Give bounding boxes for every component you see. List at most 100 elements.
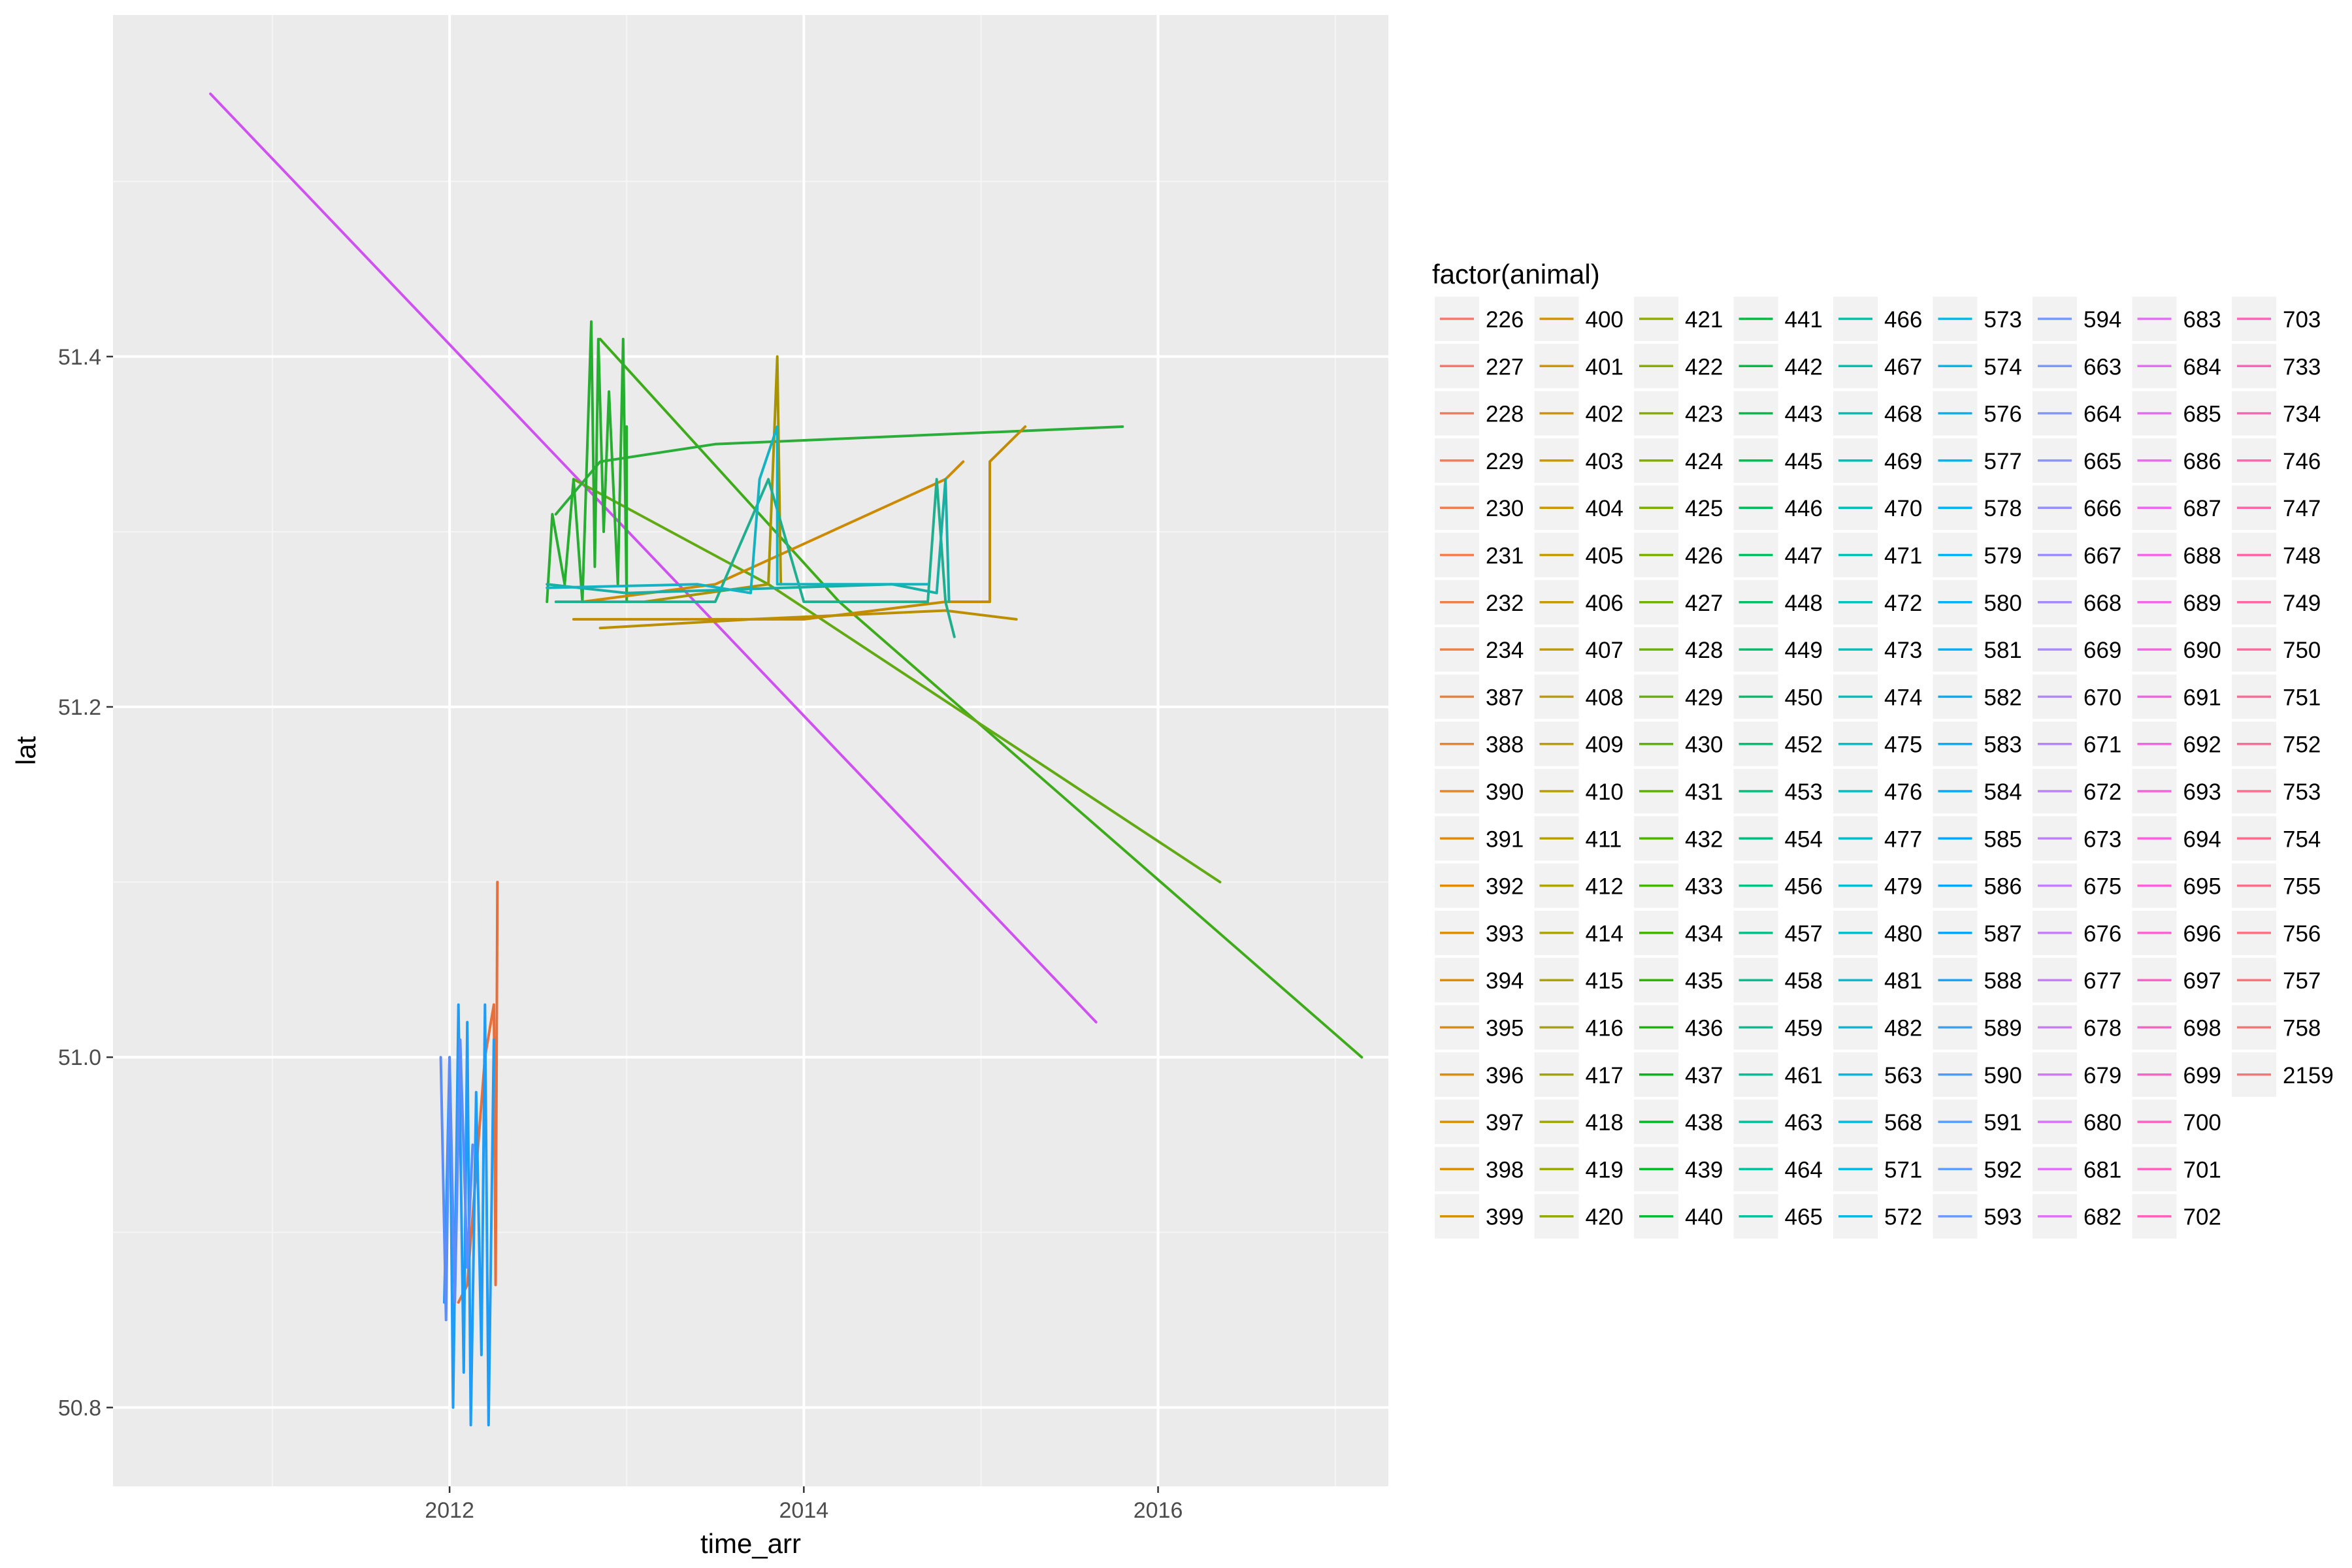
x-tick-label: 2014 <box>779 1498 829 1523</box>
legend-label: 428 <box>1685 638 1723 663</box>
legend-label: 464 <box>1785 1157 1823 1183</box>
legend-label: 696 <box>2183 921 2221 947</box>
legend-label: 447 <box>1785 544 1823 569</box>
legend-label: 229 <box>1486 449 1524 474</box>
x-axis-title: time_arr <box>700 1528 801 1559</box>
legend-label: 407 <box>1586 638 1624 663</box>
legend-label: 395 <box>1486 1016 1524 1041</box>
legend-label: 416 <box>1586 1016 1624 1041</box>
legend-label: 756 <box>2283 921 2321 947</box>
legend-label: 453 <box>1785 779 1823 805</box>
legend-label: 665 <box>2083 449 2121 474</box>
legend-label: 687 <box>2183 496 2221 521</box>
legend-label: 445 <box>1785 449 1823 474</box>
legend-label: 442 <box>1785 354 1823 380</box>
legend-label: 667 <box>2083 544 2121 569</box>
legend-label: 458 <box>1785 968 1823 994</box>
legend-label: 469 <box>1884 449 1922 474</box>
legend-label: 692 <box>2183 732 2221 758</box>
legend-label: 586 <box>1984 874 2022 900</box>
legend-label: 473 <box>1884 638 1922 663</box>
legend-label: 405 <box>1586 544 1624 569</box>
legend-label: 734 <box>2283 402 2321 427</box>
legend-label: 409 <box>1586 732 1624 758</box>
legend-label: 393 <box>1486 921 1524 947</box>
legend-label: 733 <box>2283 354 2321 380</box>
legend-label: 421 <box>1685 307 1723 333</box>
legend-label: 591 <box>1984 1110 2022 1135</box>
legend-label: 747 <box>2283 496 2321 521</box>
legend-label: 475 <box>1884 732 1922 758</box>
legend-label: 753 <box>2283 779 2321 805</box>
legend-label: 574 <box>1984 354 2022 380</box>
legend-label: 703 <box>2283 307 2321 333</box>
y-tick-label: 51.2 <box>58 695 101 720</box>
legend-label: 401 <box>1586 354 1624 380</box>
legend-label: 399 <box>1486 1205 1524 1230</box>
legend-label: 404 <box>1586 496 1624 521</box>
legend-label: 448 <box>1785 591 1823 616</box>
legend-label: 578 <box>1984 496 2022 521</box>
legend: 226 227 228 229 230 231 232 234 387 388 390 391 392 3… <box>1435 297 2334 1239</box>
series-line-411 <box>643 355 783 604</box>
legend-label: 446 <box>1785 496 1823 521</box>
legend-label: 425 <box>1685 496 1723 521</box>
legend-label: 684 <box>2183 354 2221 380</box>
x-tick-label: 2012 <box>425 1498 474 1523</box>
legend-label: 441 <box>1785 307 1823 333</box>
legend-label: 438 <box>1685 1110 1723 1135</box>
legend-label: 454 <box>1785 826 1823 852</box>
legend-label: 698 <box>2183 1016 2221 1041</box>
legend-label: 412 <box>1586 874 1624 900</box>
legend-label: 663 <box>2083 354 2121 380</box>
series-line-409 <box>598 609 1018 630</box>
series-line-481 <box>546 425 930 595</box>
legend-label: 231 <box>1486 544 1524 569</box>
legend-label: 468 <box>1884 402 1922 427</box>
legend-label: 402 <box>1586 402 1624 427</box>
series-line-438 <box>554 425 1124 516</box>
y-tick-label: 51.0 <box>58 1045 101 1070</box>
legend-label: 403 <box>1586 449 1624 474</box>
legend-label: 701 <box>2183 1157 2221 1183</box>
legend-label: 576 <box>1984 402 2022 427</box>
legend-label: 755 <box>2283 874 2321 900</box>
legend-label: 671 <box>2083 732 2121 758</box>
x-axis-ticks: 2012 2014 2016 <box>425 1486 1183 1523</box>
legend-label: 457 <box>1785 921 1823 947</box>
legend-label: 577 <box>1984 449 2022 474</box>
plot-panel <box>113 15 1388 1486</box>
legend-label: 419 <box>1586 1157 1624 1183</box>
grid-major <box>113 15 1388 1486</box>
legend-label: 400 <box>1586 307 1624 333</box>
legend-label: 691 <box>2183 685 2221 710</box>
legend-label: 695 <box>2183 874 2221 900</box>
legend-label: 482 <box>1884 1016 1922 1041</box>
legend-label: 452 <box>1785 732 1823 758</box>
legend-label: 426 <box>1685 544 1723 569</box>
legend-label: 415 <box>1586 968 1624 994</box>
grid-minor <box>113 15 1388 1486</box>
legend-label: 388 <box>1486 732 1524 758</box>
legend-label: 582 <box>1984 685 2022 710</box>
legend-label: 398 <box>1486 1157 1524 1183</box>
legend-label: 746 <box>2283 449 2321 474</box>
legend-label: 437 <box>1685 1063 1723 1088</box>
legend-label: 465 <box>1785 1205 1823 1230</box>
legend-label: 226 <box>1486 307 1524 333</box>
legend-label: 424 <box>1685 449 1723 474</box>
legend-label: 456 <box>1785 874 1823 900</box>
legend-label: 754 <box>2283 826 2321 852</box>
legend-label: 463 <box>1785 1110 1823 1135</box>
legend-label: 694 <box>2183 826 2221 852</box>
legend-label: 675 <box>2083 874 2121 900</box>
legend-label: 423 <box>1685 402 1723 427</box>
legend-label: 429 <box>1685 685 1723 710</box>
legend-label: 676 <box>2083 921 2121 947</box>
legend-label: 670 <box>2083 685 2121 710</box>
legend-label: 474 <box>1884 685 1922 710</box>
legend-title: factor(animal) <box>1432 259 1600 289</box>
legend-label: 699 <box>2183 1063 2221 1088</box>
legend-label: 440 <box>1685 1205 1723 1230</box>
